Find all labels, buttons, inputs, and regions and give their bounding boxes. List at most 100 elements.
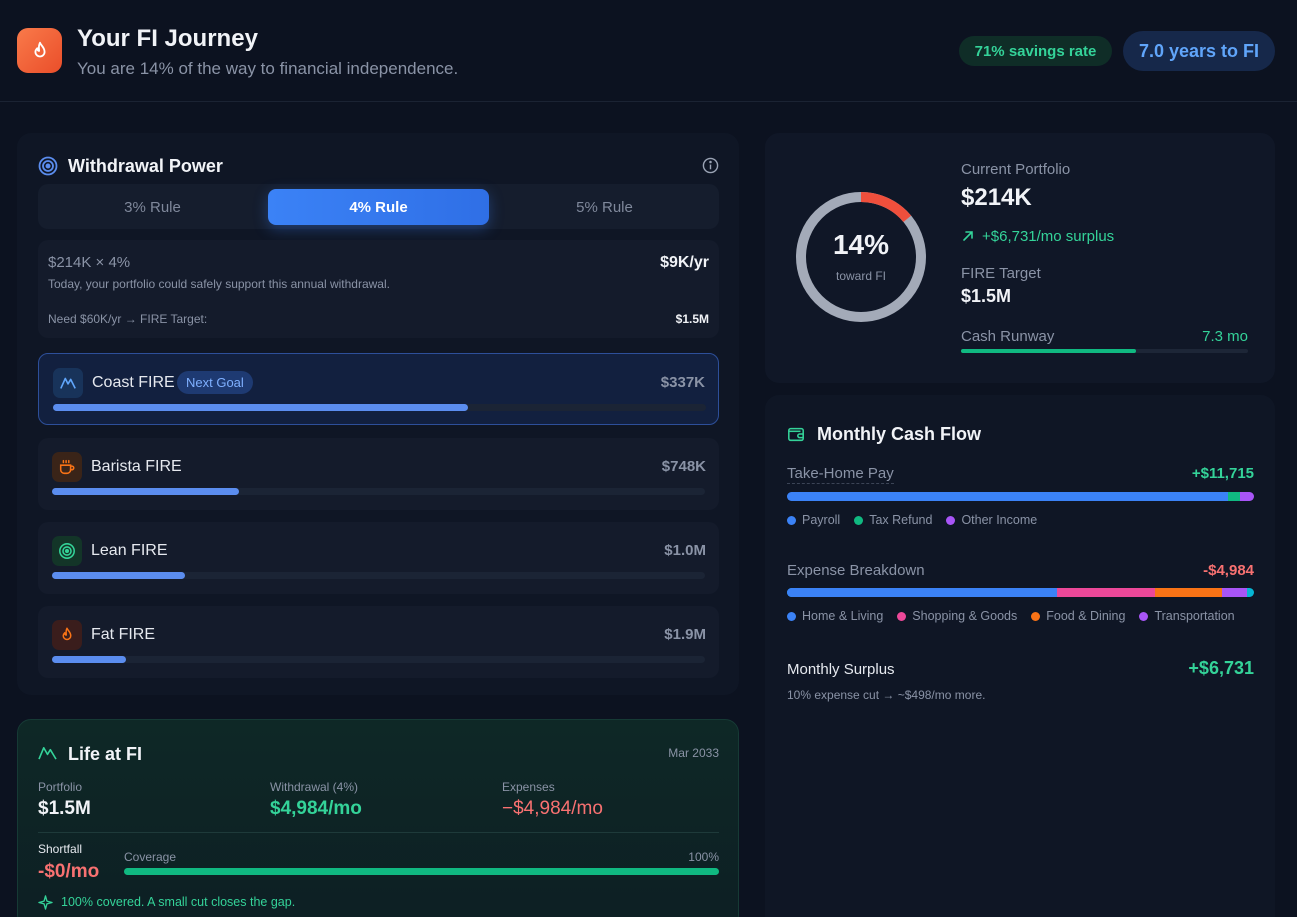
arrow-up-right-icon: [962, 229, 974, 241]
coverage-value: 100%: [688, 850, 719, 864]
calc-description: Today, your portfolio could safely suppo…: [48, 277, 390, 291]
fire-level-lean[interactable]: Lean FIRE $1.0M: [38, 522, 719, 594]
fire-level-value: $1.9M: [664, 626, 706, 643]
next-goal-badge: Next Goal: [177, 371, 253, 394]
need-label: Need $60K/yr → FIRE Target:: [48, 312, 208, 326]
fire-level-name: Barista FIRE: [91, 458, 182, 475]
fire-level-track: [52, 488, 705, 495]
fire-level-track: [52, 572, 705, 579]
current-portfolio-label: Current Portfolio: [961, 161, 1071, 178]
expense-segment-2: [1154, 588, 1222, 597]
coverage-track: [124, 868, 719, 875]
monthly-surplus-label: Monthly Surplus: [787, 661, 895, 678]
fire-target-value: $1.5M: [961, 286, 1012, 306]
income-segment-1: [1228, 492, 1240, 501]
coverage-note: 100% covered. A small cut closes the gap…: [61, 895, 296, 909]
tab-3-percent-rule[interactable]: 3% Rule: [124, 198, 181, 216]
life-at-fi-panel: [17, 719, 739, 917]
income-stacked-bar: [787, 492, 1254, 501]
flame-icon: [52, 620, 82, 650]
fire-level-name: Fat FIRE: [91, 626, 156, 643]
fire-level-name: Coast FIRE: [92, 374, 175, 391]
fire-level-track: [52, 656, 705, 663]
expense-legend: Home & Living Shopping & Goods Food & Dini…: [787, 607, 1249, 625]
expense-label: Expense Breakdown: [787, 562, 925, 579]
mountain-icon: [53, 368, 83, 398]
life-withdrawal-label: Withdrawal (4%): [270, 780, 359, 794]
life-withdrawal-value: $4,984/mo: [270, 798, 362, 819]
withdrawal-calc-box: $214K × 4% $9K/yr Today, your portfolio …: [38, 240, 719, 338]
tab-4-percent-rule[interactable]: 4% Rule: [268, 189, 489, 225]
tab-5-percent-rule[interactable]: 5% Rule: [576, 198, 633, 216]
need-value: $1.5M: [675, 312, 709, 326]
cash-runway-progress: [961, 349, 1137, 353]
legend-item: Home & Living: [787, 609, 883, 623]
fire-level-progress: [52, 488, 240, 495]
flame-icon: [17, 28, 62, 73]
life-portfolio-value: $1.5M: [38, 798, 91, 819]
withdrawal-power-title: Withdrawal Power: [68, 156, 223, 176]
surplus-note: 10% expense cut → ~$498/mo more.: [787, 688, 986, 702]
fi-progress-ring: 14% toward FI: [795, 191, 927, 323]
income-legend: Payroll Tax Refund Other Income: [787, 511, 1051, 529]
portfolio-panel: [765, 133, 1275, 383]
cash-runway-value: 7.3 mo: [1202, 328, 1248, 345]
wallet-icon: [787, 425, 807, 445]
page-title: Your FI Journey: [77, 25, 258, 52]
income-segment-0: [787, 492, 1229, 501]
shortfall-value: -$0/mo: [38, 861, 100, 882]
fire-level-progress: [52, 656, 126, 663]
mountain-icon: [38, 744, 58, 762]
expense-value: -$4,984: [1203, 562, 1254, 579]
savings-rate-badge: 71% savings rate: [959, 36, 1112, 66]
legend-item: Transportation: [1139, 609, 1235, 623]
fire-level-fat[interactable]: Fat FIRE $1.9M: [38, 606, 719, 678]
shortfall-label: Shortfall: [38, 842, 83, 856]
page-header: Your FI Journey You are 14% of the way t…: [0, 0, 1297, 102]
take-home-label[interactable]: Take-Home Pay: [787, 465, 894, 484]
life-expenses-label: Expenses: [502, 780, 555, 794]
cash-flow-panel: [765, 395, 1275, 917]
withdrawal-rule-tabs: 3% Rule 4% Rule 5% Rule: [38, 184, 719, 229]
fire-level-value: $1.0M: [664, 542, 706, 559]
cash-runway-track: [961, 349, 1248, 353]
fire-level-value: $748K: [661, 458, 706, 475]
fire-level-progress: [53, 404, 468, 411]
current-portfolio-value: $214K: [961, 184, 1032, 211]
fire-level-coast[interactable]: Coast FIRE Next Goal $337K: [38, 353, 719, 425]
income-segment-2: [1239, 492, 1254, 501]
legend-item: Payroll: [787, 513, 840, 527]
target-icon: [52, 536, 82, 566]
fire-level-barista[interactable]: Barista FIRE $748K: [38, 438, 719, 510]
legend-item: Tax Refund: [854, 513, 932, 527]
coverage-progress: [124, 868, 719, 875]
divider: [38, 832, 719, 833]
cash-flow-title: Monthly Cash Flow: [817, 424, 981, 444]
life-portfolio-label: Portfolio: [38, 780, 83, 794]
surplus-text: +$6,731/mo surplus: [982, 228, 1115, 245]
ring-label: toward FI: [835, 269, 886, 283]
expense-segment-3: [1221, 588, 1248, 597]
life-expenses-value: −$4,984/mo: [502, 798, 603, 819]
target-icon: [38, 156, 58, 176]
coffee-icon: [52, 452, 82, 482]
legend-item: Food & Dining: [1031, 609, 1125, 623]
sparkle-icon: [38, 895, 54, 911]
legend-item: Other Income: [946, 513, 1037, 527]
calc-value: $9K/yr: [660, 254, 709, 271]
fi-date: Mar 2033: [668, 746, 719, 760]
years-to-fi-badge: 7.0 years to FI: [1123, 31, 1275, 71]
calc-formula: $214K × 4%: [48, 254, 131, 271]
legend-item: Shopping & Goods: [897, 609, 1017, 623]
fire-level-progress: [52, 572, 186, 579]
info-icon[interactable]: [702, 157, 719, 174]
coverage-label: Coverage: [124, 850, 177, 864]
fire-level-value: $337K: [660, 374, 705, 391]
ring-percent: 14%: [832, 229, 890, 260]
cash-runway-label: Cash Runway: [961, 328, 1055, 345]
fire-target-label: FIRE Target: [961, 265, 1041, 282]
expense-segment-0: [787, 588, 1057, 597]
fire-level-name: Lean FIRE: [91, 542, 168, 559]
life-at-fi-title: Life at FI: [68, 744, 143, 764]
take-home-value: +$11,715: [1191, 465, 1254, 482]
